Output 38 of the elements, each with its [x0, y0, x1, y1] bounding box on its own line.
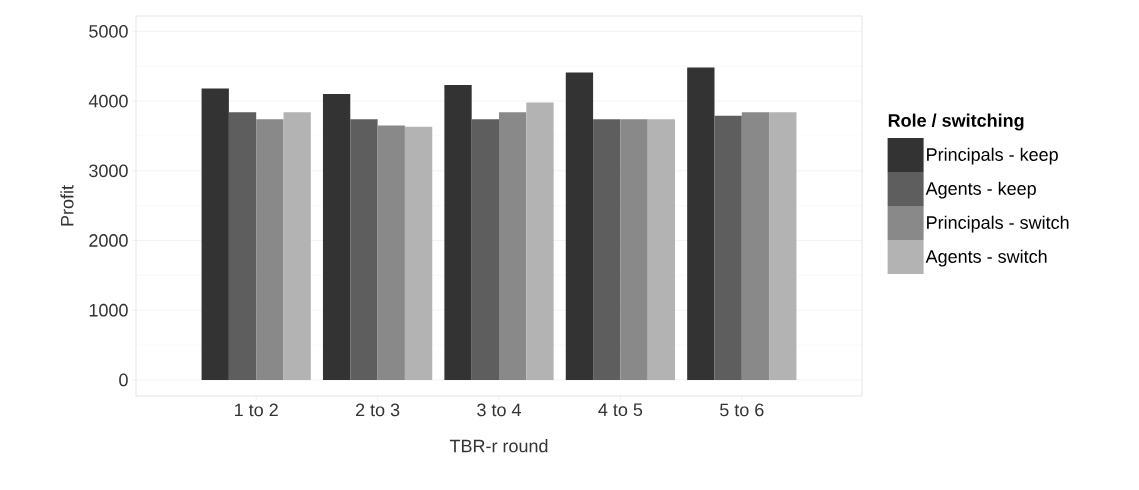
legend-label: Principals - keep: [927, 147, 1058, 165]
bar: [647, 119, 676, 380]
x-tick-label: 4 to 5: [598, 403, 643, 417]
bar: [228, 112, 257, 380]
bar: [256, 119, 284, 380]
bar: [593, 119, 621, 380]
y-tick-label: 2000: [89, 234, 128, 247]
bar: [769, 112, 797, 380]
bar: [201, 88, 229, 380]
y-tick-label: 3000: [89, 164, 128, 178]
y-tick-label: 1000: [89, 303, 128, 317]
bar: [322, 94, 351, 380]
bar: [404, 126, 433, 380]
bar: [283, 112, 311, 380]
legend-label: Agents - switch: [925, 249, 1047, 267]
y-tick-label: 4000: [88, 94, 128, 108]
bar: [350, 119, 378, 380]
bar: [714, 115, 742, 380]
y-tick-label: 0: [119, 373, 128, 387]
y-tick-label: 5000: [89, 24, 128, 38]
x-tick-label: 5 to 6: [720, 403, 764, 417]
bar: [499, 112, 527, 380]
legend-label: Agents - keep: [925, 181, 1036, 199]
bar: [687, 67, 715, 380]
bar: [741, 112, 770, 380]
x-tick-label: 2 to 3: [355, 403, 400, 417]
x-tick-label: 3 to 4: [477, 403, 521, 417]
bar: [377, 125, 405, 380]
bar: [526, 102, 554, 380]
legend-title: Role / switching: [888, 113, 1024, 131]
legend-label: Principals - switch: [927, 215, 1069, 233]
x-tick-label: 1 to 2: [235, 403, 278, 417]
bar: [620, 119, 648, 380]
bar: [471, 119, 499, 380]
bar: [444, 85, 472, 380]
bar: [565, 72, 594, 380]
x-axis-title: TBR-r round: [449, 439, 548, 453]
y-axis-title: Profit: [60, 185, 74, 226]
